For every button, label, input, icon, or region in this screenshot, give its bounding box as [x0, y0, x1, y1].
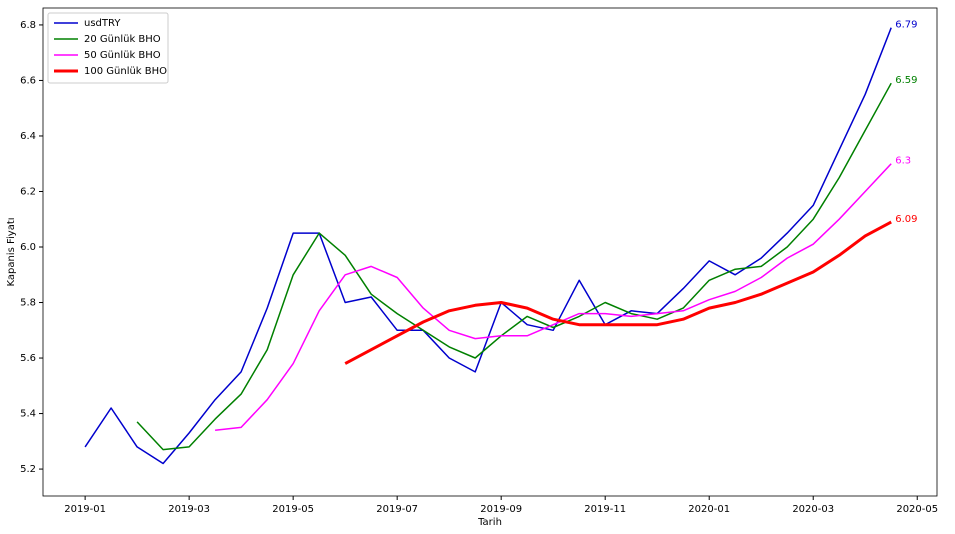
end-value-label: 6.59: [895, 75, 917, 86]
end-value-label: 6.09: [895, 214, 917, 225]
y-axis-label: Kapanis Fiyatı: [6, 217, 17, 286]
y-tick-label: 5.2: [20, 464, 36, 475]
x-tick-label: 2020-01: [688, 504, 730, 515]
legend-label: usdTRY: [84, 18, 121, 29]
x-tick-label: 2019-09: [480, 504, 522, 515]
legend-label: 50 Günlük BHO: [84, 50, 161, 61]
y-tick-label: 5.6: [20, 353, 36, 364]
x-tick-label: 2020-03: [792, 504, 834, 515]
y-tick-label: 6.2: [20, 186, 36, 197]
end-value-label: 6.3: [895, 156, 911, 167]
series-line: [84, 27, 892, 465]
y-tick-label: 6.0: [20, 242, 36, 253]
series-line: [215, 163, 892, 431]
x-tick-label: 2019-05: [272, 504, 314, 515]
y-tick-label: 6.8: [20, 20, 36, 31]
end-value-label: 6.79: [895, 20, 917, 31]
x-tick-label: 2019-07: [376, 504, 418, 515]
x-tick-label: 2019-01: [64, 504, 106, 515]
y-tick-label: 5.4: [20, 409, 36, 420]
series-line: [344, 220, 892, 365]
plot-frame: [42, 7, 938, 497]
legend-label: 20 Günlük BHO: [84, 34, 161, 45]
y-tick-label: 6.6: [20, 75, 36, 86]
x-axis-label: Tarih: [477, 517, 502, 528]
legend-box: [47, 12, 169, 84]
series-line: [136, 82, 892, 451]
y-tick-label: 6.4: [20, 131, 36, 142]
x-tick-label: 2019-11: [584, 504, 626, 515]
legend-label: 100 Günlük BHO: [84, 66, 167, 77]
x-tick-label: 2019-03: [168, 504, 210, 515]
y-tick-label: 5.8: [20, 298, 36, 309]
x-tick-label: 2020-05: [896, 504, 938, 515]
